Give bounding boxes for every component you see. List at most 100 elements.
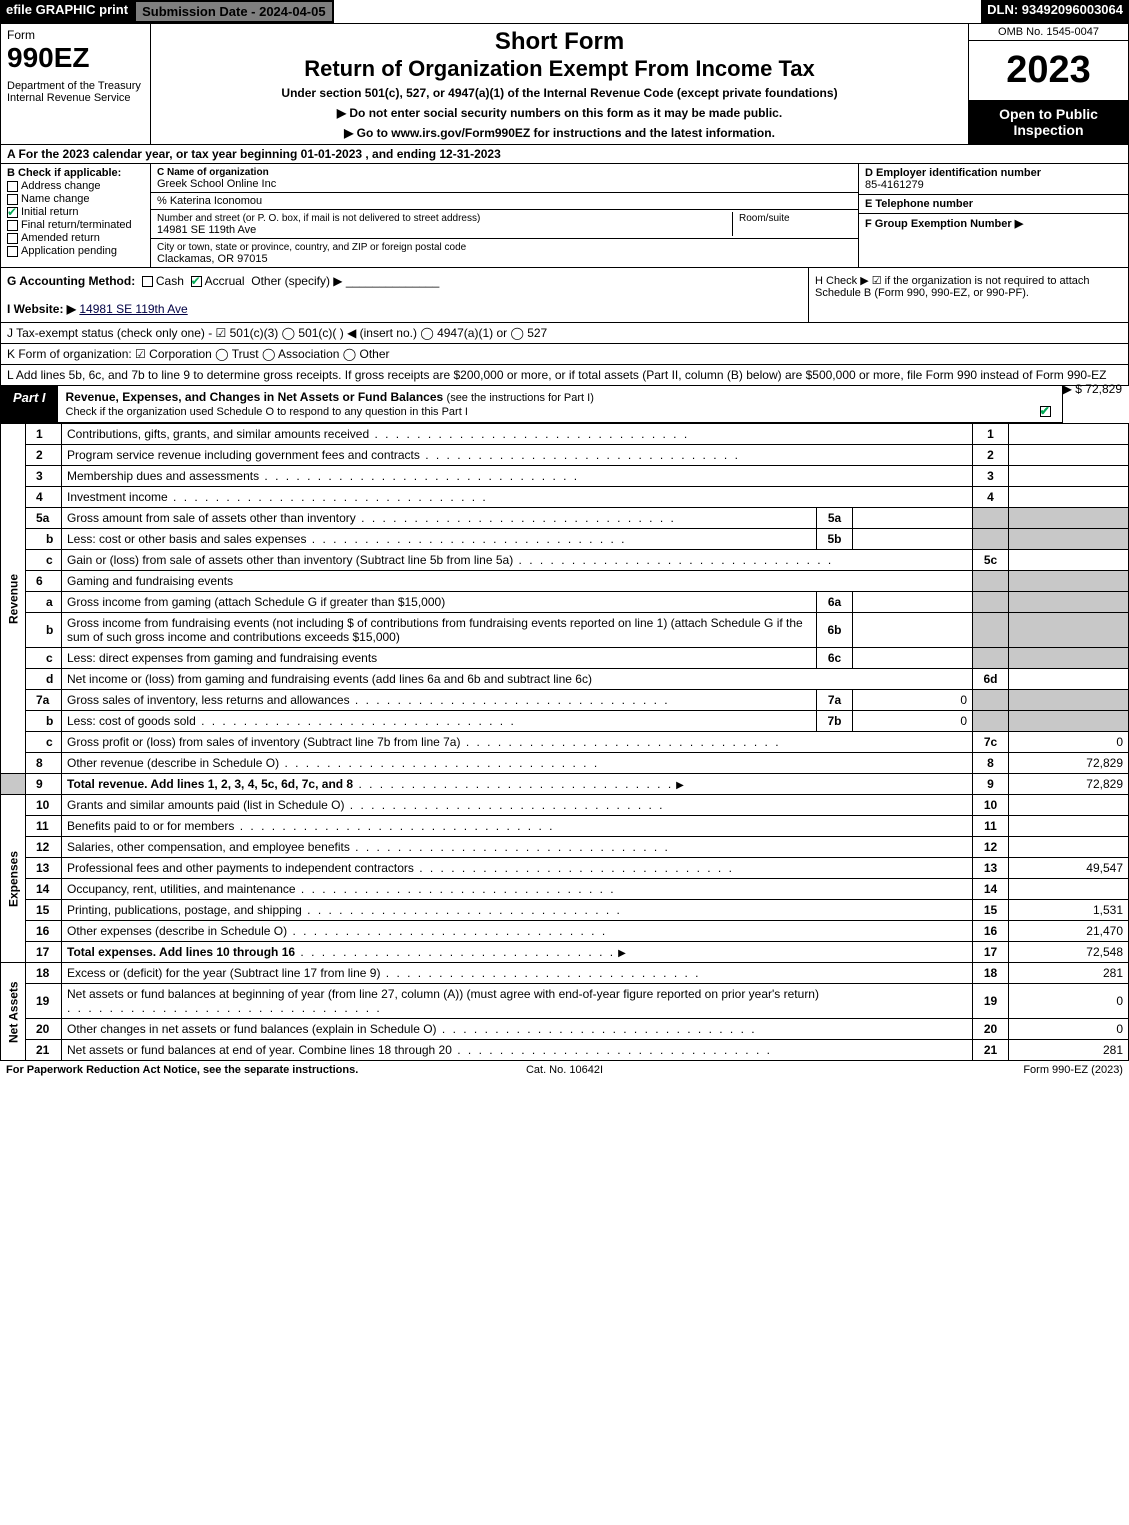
- footer-right: Form 990-EZ (2023): [751, 1064, 1123, 1076]
- room-label: Room/suite: [739, 213, 790, 224]
- line-19: 19 Net assets or fund balances at beginn…: [1, 984, 1129, 1019]
- check-application-pending[interactable]: Application pending: [7, 245, 144, 257]
- form-title: Return of Organization Exempt From Incom…: [159, 56, 960, 82]
- line-7a: 7a Gross sales of inventory, less return…: [1, 690, 1129, 711]
- check-cash[interactable]: [142, 276, 153, 287]
- e-label: E Telephone number: [865, 198, 973, 210]
- street-label: Number and street (or P. O. box, if mail…: [157, 213, 480, 224]
- section-b-label: B Check if applicable:: [7, 167, 121, 179]
- check-name-change[interactable]: Name change: [7, 193, 144, 205]
- line-5c: c Gain or (loss) from sale of assets oth…: [1, 550, 1129, 571]
- website-value[interactable]: 14981 SE 119th Ave: [79, 302, 187, 316]
- part-i-header: Part I Revenue, Expenses, and Changes in…: [0, 386, 1063, 423]
- line-3: 3 Membership dues and assessments 3: [1, 466, 1129, 487]
- instr-ssn: ▶ Do not enter social security numbers o…: [159, 106, 960, 120]
- city-state-zip: Clackamas, OR 97015: [157, 253, 268, 265]
- efile-label: efile GRAPHIC print: [0, 0, 134, 23]
- part-i-label: Part I: [1, 386, 58, 422]
- d-label: D Employer identification number: [865, 167, 1041, 179]
- row-gh: G Accounting Method: Cash Accrual Other …: [0, 268, 1129, 323]
- line-1: Revenue 1 Contributions, gifts, grants, …: [1, 424, 1129, 445]
- instr-link[interactable]: ▶ Go to www.irs.gov/Form990EZ for instru…: [159, 126, 960, 140]
- line-16: 16 Other expenses (describe in Schedule …: [1, 921, 1129, 942]
- row-i: I Website: ▶ 14981 SE 119th Ave: [7, 302, 188, 316]
- lines-table: Revenue 1 Contributions, gifts, grants, …: [0, 423, 1129, 1061]
- line-6d: d Net income or (loss) from gaming and f…: [1, 669, 1129, 690]
- ein: 85-4161279: [865, 179, 924, 191]
- line-12: 12 Salaries, other compensation, and emp…: [1, 837, 1129, 858]
- line-6c: c Less: direct expenses from gaming and …: [1, 648, 1129, 669]
- topbar-spacer: [334, 0, 982, 23]
- c-label: C Name of organization: [157, 167, 269, 178]
- line-14: 14 Occupancy, rent, utilities, and maint…: [1, 879, 1129, 900]
- submission-date: Submission Date - 2024-04-05: [134, 0, 334, 23]
- row-k: K Form of organization: ☑ Corporation ◯ …: [0, 344, 1129, 365]
- line-6: 6 Gaming and fundraising events: [1, 571, 1129, 592]
- row-l: L Add lines 5b, 6c, and 7b to line 9 to …: [0, 365, 1129, 386]
- line-9: 9 Total revenue. Add lines 1, 2, 3, 4, 5…: [1, 774, 1129, 795]
- footer-center: Cat. No. 10642I: [378, 1064, 750, 1076]
- revenue-sidebar: Revenue: [1, 424, 26, 774]
- dln: DLN: 93492096003064: [981, 0, 1129, 23]
- line-7c: c Gross profit or (loss) from sales of i…: [1, 732, 1129, 753]
- line-5b: b Less: cost or other basis and sales ex…: [1, 529, 1129, 550]
- check-initial-return[interactable]: Initial return: [7, 206, 144, 218]
- g-other: Other (specify) ▶: [251, 274, 342, 288]
- short-form-label: Short Form: [159, 28, 960, 56]
- line-17: 17 Total expenses. Add lines 10 through …: [1, 942, 1129, 963]
- dept-label: Department of the Treasury Internal Reve…: [7, 80, 144, 104]
- form-header: Form 990EZ Department of the Treasury In…: [0, 23, 1129, 145]
- row-a-tax-year: A For the 2023 calendar year, or tax yea…: [0, 145, 1129, 164]
- netassets-sidebar: Net Assets: [1, 963, 26, 1061]
- form-number: 990EZ: [7, 42, 144, 74]
- line-15: 15 Printing, publications, postage, and …: [1, 900, 1129, 921]
- g-label: G Accounting Method:: [7, 274, 135, 288]
- line-7b: b Less: cost of goods sold 7b0: [1, 711, 1129, 732]
- line-6a: a Gross income from gaming (attach Sched…: [1, 592, 1129, 613]
- line-2: 2 Program service revenue including gove…: [1, 445, 1129, 466]
- line-18: Net Assets 18 Excess or (deficit) for th…: [1, 963, 1129, 984]
- line-13: 13 Professional fees and other payments …: [1, 858, 1129, 879]
- footer-left: For Paperwork Reduction Act Notice, see …: [6, 1064, 378, 1076]
- check-amended-return[interactable]: Amended return: [7, 232, 144, 244]
- line-5a: 5a Gross amount from sale of assets othe…: [1, 508, 1129, 529]
- part-i-desc: Revenue, Expenses, and Changes in Net As…: [58, 386, 1062, 422]
- top-bar: efile GRAPHIC print Submission Date - 20…: [0, 0, 1129, 23]
- section-h: H Check ▶ ☑ if the organization is not r…: [808, 268, 1128, 322]
- header-left: Form 990EZ Department of the Treasury In…: [1, 24, 151, 144]
- line-21: 21 Net assets or fund balances at end of…: [1, 1040, 1129, 1061]
- line-8: 8 Other revenue (describe in Schedule O)…: [1, 753, 1129, 774]
- section-c: C Name of organization Greek School Onli…: [151, 164, 858, 267]
- org-name: Greek School Online Inc: [157, 178, 276, 190]
- part-i-check-text: Check if the organization used Schedule …: [66, 406, 468, 418]
- line-11: 11 Benefits paid to or for members 11: [1, 816, 1129, 837]
- expenses-sidebar: Expenses: [1, 795, 26, 963]
- row-a-text: A For the 2023 calendar year, or tax yea…: [7, 147, 501, 161]
- section-b: B Check if applicable: Address change Na…: [1, 164, 151, 267]
- row-l-amount: ▶ $ 72,829: [1063, 382, 1122, 396]
- line-4: 4 Investment income 4: [1, 487, 1129, 508]
- f-label: F Group Exemption Number ▶: [865, 218, 1023, 230]
- omb-number: OMB No. 1545-0047: [969, 24, 1128, 41]
- tax-year: 2023: [969, 41, 1128, 100]
- section-def: D Employer identification number 85-4161…: [858, 164, 1128, 267]
- line-20: 20 Other changes in net assets or fund b…: [1, 1019, 1129, 1040]
- part-i-check[interactable]: [1040, 406, 1051, 417]
- line-6b: b Gross income from fundraising events (…: [1, 613, 1129, 648]
- line-10: Expenses 10 Grants and similar amounts p…: [1, 795, 1129, 816]
- header-center: Short Form Return of Organization Exempt…: [151, 24, 968, 144]
- check-final-return[interactable]: Final return/terminated: [7, 219, 144, 231]
- row-j: J Tax-exempt status (check only one) - ☑…: [0, 323, 1129, 344]
- street-address: 14981 SE 119th Ave: [157, 224, 256, 236]
- check-address-change[interactable]: Address change: [7, 180, 144, 192]
- row-l-text: L Add lines 5b, 6c, and 7b to line 9 to …: [7, 368, 1106, 382]
- form-word: Form: [7, 28, 144, 42]
- check-accrual[interactable]: [191, 276, 202, 287]
- block-bcdef: B Check if applicable: Address change Na…: [0, 164, 1129, 268]
- page-footer: For Paperwork Reduction Act Notice, see …: [0, 1061, 1129, 1079]
- open-inspection: Open to Public Inspection: [969, 100, 1128, 144]
- care-of: % Katerina Iconomou: [157, 195, 262, 207]
- form-subtitle: Under section 501(c), 527, or 4947(a)(1)…: [159, 86, 960, 100]
- section-g: G Accounting Method: Cash Accrual Other …: [1, 268, 808, 322]
- city-label: City or town, state or province, country…: [157, 242, 466, 253]
